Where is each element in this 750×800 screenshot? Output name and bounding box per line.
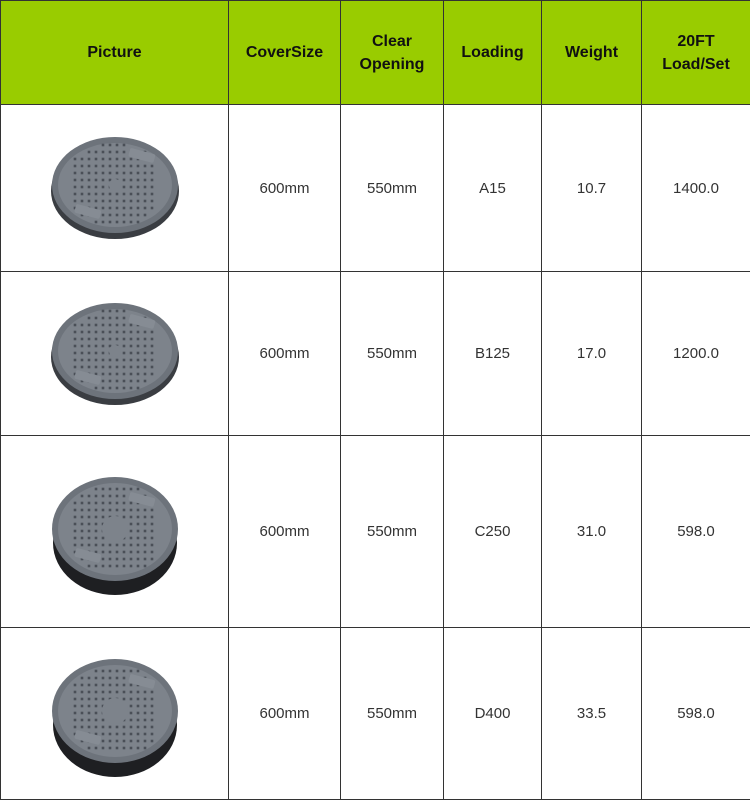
header-label: Loading bbox=[461, 44, 524, 61]
header-label: CoverSize bbox=[245, 44, 324, 61]
table-row: 600mm 550mm D400 33.5 598.0 bbox=[0, 627, 750, 800]
cover-size-cell: 600mm bbox=[228, 104, 341, 272]
weight-cell: 31.0 bbox=[541, 435, 642, 628]
header-weight: Weight bbox=[541, 0, 642, 105]
load-per-set-cell: 598.0 bbox=[641, 627, 750, 800]
loading-cell: B125 bbox=[443, 271, 542, 436]
cover-size-cell: 600mm bbox=[228, 627, 341, 800]
header-label: Load/Set bbox=[662, 55, 730, 73]
table-row: 600mm 550mm B125 17.0 1200.0 bbox=[0, 271, 750, 436]
picture-cell bbox=[0, 271, 229, 436]
header-clear-opening: Clear Opening bbox=[340, 0, 444, 105]
header-label: Weight bbox=[564, 44, 619, 61]
clear-opening-cell: 550mm bbox=[340, 104, 444, 272]
manhole-cover-image bbox=[50, 137, 179, 239]
header-label: Picture bbox=[87, 44, 142, 61]
clear-opening-cell: 550mm bbox=[340, 627, 444, 800]
clear-opening-cell: 550mm bbox=[340, 271, 444, 436]
picture-cell bbox=[0, 435, 229, 628]
header-cover-size: CoverSize bbox=[228, 0, 341, 105]
load-per-set-cell: 598.0 bbox=[641, 435, 750, 628]
loading-cell: A15 bbox=[443, 104, 542, 272]
load-per-set-cell: 1200.0 bbox=[641, 271, 750, 436]
header-load-per-set: 20FT Load/Set bbox=[641, 0, 750, 105]
header-label: 20FT bbox=[677, 32, 715, 50]
manhole-cover-image bbox=[51, 476, 178, 595]
header-label: Opening bbox=[359, 55, 425, 73]
cover-size-cell: 600mm bbox=[228, 435, 341, 628]
header-row: Picture CoverSize Clear Opening Loading W… bbox=[0, 0, 750, 105]
picture-cell bbox=[0, 627, 229, 800]
manhole-cover-image bbox=[51, 658, 178, 777]
weight-cell: 33.5 bbox=[541, 627, 642, 800]
loading-cell: D400 bbox=[443, 627, 542, 800]
header-picture: Picture bbox=[0, 0, 229, 105]
clear-opening-cell: 550mm bbox=[340, 435, 444, 628]
load-per-set-cell: 1400.0 bbox=[641, 104, 750, 272]
manhole-cover-image bbox=[50, 302, 179, 405]
loading-cell: C250 bbox=[443, 435, 542, 628]
cover-size-cell: 600mm bbox=[228, 271, 341, 436]
table-row: 600mm 550mm A15 10.7 1400.0 bbox=[0, 104, 750, 272]
picture-cell bbox=[0, 104, 229, 272]
table-row: 600mm 550mm C250 31.0 598.0 bbox=[0, 435, 750, 628]
header-loading: Loading bbox=[443, 0, 542, 105]
weight-cell: 17.0 bbox=[541, 271, 642, 436]
header-label: Clear bbox=[371, 32, 413, 50]
weight-cell: 10.7 bbox=[541, 104, 642, 272]
